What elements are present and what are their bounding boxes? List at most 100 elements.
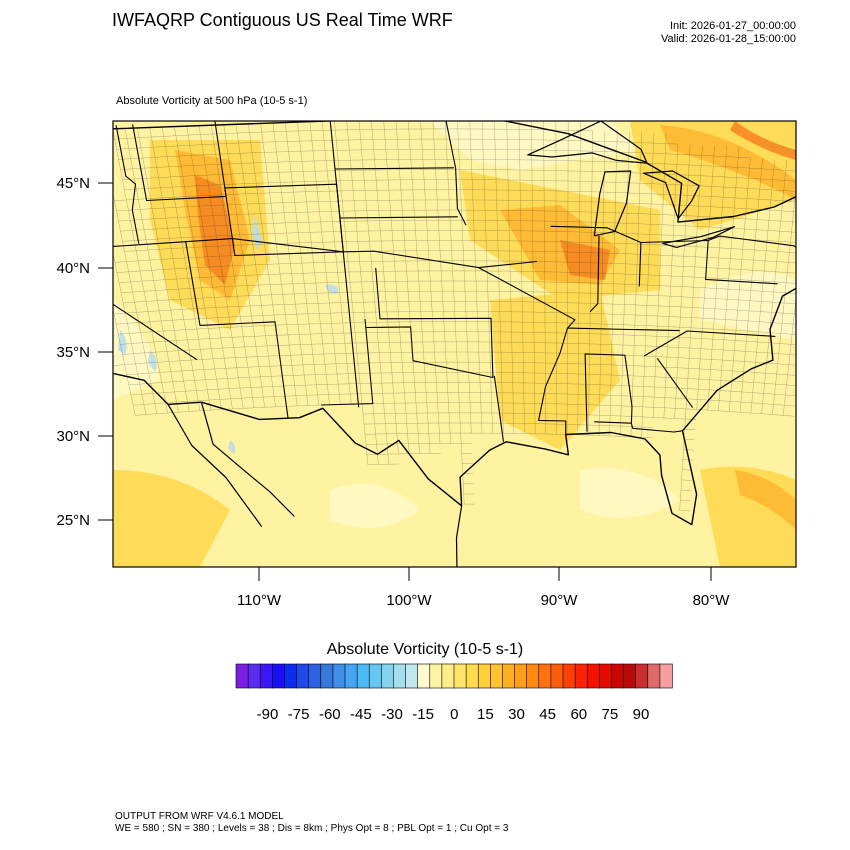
colorbar-swatch	[659, 663, 673, 689]
colorbar-label: -30	[381, 706, 403, 723]
init-time: Init: 2026-01-27_00:00:00	[670, 20, 796, 32]
model-version-line: OUTPUT FROM WRF V4.6.1 MODEL	[115, 811, 284, 822]
lon-tick-label: 90°W	[541, 592, 579, 609]
state-border-15	[643, 330, 776, 357]
colorbar-swatch	[647, 663, 661, 689]
colorbar-swatch	[381, 663, 395, 689]
vorticity-region-negative	[325, 284, 339, 294]
vorticity-region-light	[580, 468, 680, 518]
state-border-12	[478, 267, 576, 435]
colorbar-swatch	[247, 663, 261, 689]
colorbar-swatch	[502, 663, 516, 689]
colorbar-swatch	[429, 663, 443, 689]
lon-tick-label: 100°W	[386, 592, 432, 609]
colorbar-label: -90	[257, 706, 279, 723]
colorbar-swatch	[235, 663, 249, 689]
colorbar-swatch	[586, 663, 601, 689]
colorbar-swatch	[526, 663, 540, 689]
lon-tick-label: 80°W	[693, 592, 731, 609]
vorticity-region-negative	[252, 215, 262, 250]
colorbar-swatch	[441, 663, 455, 689]
state-border-13	[493, 375, 505, 442]
colorbar-swatch	[308, 663, 322, 689]
lon-tick-label: 110°W	[237, 592, 282, 609]
colorbar-swatch	[477, 663, 492, 689]
model-config-line: WE = 580 ; SN = 380 ; Levels = 38 ; Dis …	[115, 823, 509, 834]
colorbar-swatch	[490, 663, 504, 689]
colorbar-swatch	[465, 663, 479, 689]
plot-title: IWFAQRP Contiguous US Real Time WRF	[112, 10, 453, 30]
state-border-23	[630, 423, 683, 433]
state-border-14	[584, 353, 633, 432]
colorbar-swatch	[611, 663, 625, 689]
political-boundaries	[113, 121, 796, 567]
colorbar-label: 75	[602, 706, 619, 723]
colorbar-swatch	[405, 663, 419, 689]
colorbar-swatch	[538, 663, 552, 689]
mexico-gulf-coast	[455, 505, 463, 567]
vorticity-region-moderate	[490, 290, 620, 450]
colorbar-swatch	[272, 663, 286, 689]
colorbar-swatch	[514, 663, 528, 689]
vorticity-region-negative	[118, 330, 127, 355]
vorticity-region-negative	[148, 350, 157, 372]
vorticity-region-negative	[228, 440, 236, 454]
colorbar-swatch	[332, 663, 346, 689]
colorbar-swatch	[356, 663, 370, 689]
colorbar-label: 30	[508, 706, 525, 723]
colorbar-label: 0	[450, 706, 458, 723]
lat-tick-label: 25°N	[56, 512, 90, 529]
map-frame	[112, 120, 797, 568]
colorbar-swatch	[344, 663, 358, 689]
model-info-footer: OUTPUT FROM WRF V4.6.1 MODEL WE = 580 ; …	[115, 811, 508, 835]
colorbar-swatch	[417, 663, 431, 689]
baja-coast	[167, 404, 263, 527]
lat-tick-label: 30°N	[56, 428, 90, 445]
colorbar-label: 60	[570, 706, 587, 723]
lat-tick-label: 35°N	[56, 344, 90, 361]
colorbar-swatch	[599, 663, 613, 689]
county-lines	[113, 121, 796, 512]
colorbar-swatch	[393, 663, 407, 689]
axis-ticks: 45°N 40°N 35°N 30°N 25°N 110°W 100°W 90°W 80°W	[56, 175, 730, 609]
vorticity-region-strong	[735, 470, 796, 530]
state-border-2	[113, 303, 198, 361]
colorbar-swatch	[320, 663, 334, 689]
colorbar-label: 90	[633, 706, 650, 723]
field-subtitle: Absolute Vorticity at 500 hPa (10-5 s-1)	[116, 95, 308, 107]
colorbar-label: -75	[288, 706, 310, 723]
colorbar-label: -15	[412, 706, 434, 723]
colorbar-title: Absolute Vorticity (10-5 s-1)	[326, 641, 524, 658]
state-border-20	[707, 235, 796, 249]
colorbar-swatch	[368, 663, 383, 689]
colorbar-label: -45	[350, 706, 372, 723]
vorticity-region-light	[330, 483, 420, 528]
state-border-10	[334, 167, 455, 170]
colorbar: -90 -75 -60 -45 -30 -15 0 15 30 45 60 75 90	[235, 663, 673, 723]
colorbar-swatch	[623, 663, 637, 689]
vorticity-region-strong	[660, 125, 796, 200]
vorticity-region-max	[730, 121, 796, 160]
gulf-of-california-coast	[200, 402, 295, 517]
colorbar-swatch	[259, 663, 274, 689]
colorbar-swatch	[574, 663, 588, 689]
state-border-17	[550, 225, 778, 285]
colorbar-label: 45	[539, 706, 556, 723]
time-stamps: Init: 2026-01-27_00:00:00 Valid: 2026-01…	[661, 20, 796, 46]
vorticity-region-max	[560, 240, 610, 280]
valid-time: Valid: 2026-01-28_15:00:00	[661, 33, 796, 45]
colorbar-label: -60	[319, 706, 341, 723]
lake-erie	[662, 226, 735, 248]
vorticity-region-light	[113, 300, 160, 400]
vorticity-region-moderate	[113, 470, 230, 567]
map-canvas	[113, 121, 796, 567]
colorbar-label: 15	[477, 706, 494, 723]
colorbar-swatch	[284, 663, 298, 689]
lake-huron	[642, 170, 700, 220]
vorticity-region-max	[195, 175, 235, 285]
lat-tick-label: 45°N	[56, 175, 90, 192]
colorbar-swatch	[453, 663, 467, 689]
colorbar-swatch	[562, 663, 576, 689]
colorbar-swatch	[550, 663, 564, 689]
